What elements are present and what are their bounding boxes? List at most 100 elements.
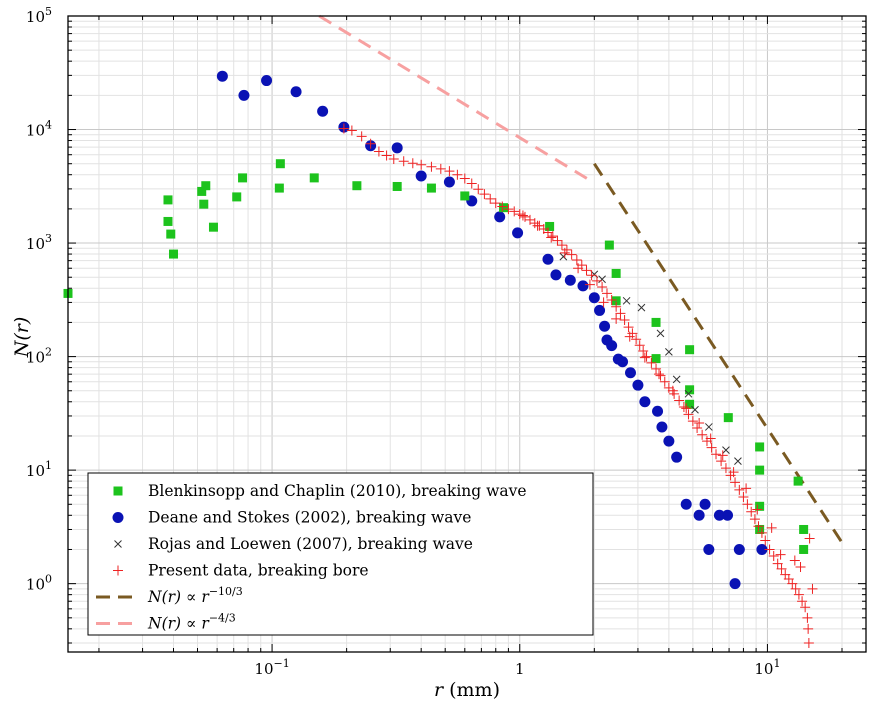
legend-label: N(r) ∝ r−10/3	[147, 585, 243, 606]
legend-label: Deane and Stokes (2002), breaking wave	[148, 509, 471, 527]
data-point-circle	[680, 498, 692, 510]
data-point-plus	[444, 166, 455, 177]
y-tick-label: 102	[26, 346, 52, 367]
data-point-x	[734, 457, 742, 465]
data-point-x	[672, 375, 681, 384]
data-point-plus	[398, 156, 409, 167]
axes: 10−1 1 101 100 101 102 103 104 105	[26, 5, 866, 678]
data-point-plus	[741, 483, 752, 494]
data-point-circle	[594, 304, 606, 316]
data-point-plus	[717, 450, 728, 461]
data-point-circle	[391, 142, 403, 154]
data-point-plus	[346, 125, 357, 136]
data-point-x	[665, 348, 673, 356]
data-point-square	[197, 186, 207, 196]
data-point-plus	[597, 282, 608, 293]
data-point-plus	[760, 535, 771, 546]
data-point-plus	[756, 527, 767, 538]
data-point-plus	[800, 602, 811, 613]
x-tick-label: 10−1	[254, 657, 289, 678]
data-point-plus	[532, 220, 543, 231]
data-point-plus	[802, 612, 813, 623]
data-point-plus	[746, 506, 757, 517]
data-point-plus	[681, 403, 692, 414]
data-point-plus	[803, 638, 814, 649]
data-point-square	[755, 501, 765, 511]
data-point-plus	[775, 549, 786, 560]
legend-marker-x	[114, 540, 122, 548]
data-point-square	[685, 385, 695, 395]
data-point-plus	[711, 449, 722, 460]
legend-label: N(r) ∝ r−4/3	[147, 612, 236, 633]
data-point-plus	[426, 161, 437, 172]
data-point-plus	[766, 522, 777, 533]
data-point-plus	[623, 322, 634, 333]
data-point-circle	[599, 320, 611, 332]
data-point-circle	[656, 421, 668, 433]
data-point-plus	[546, 232, 557, 243]
legend-label: Present data, breaking bore	[148, 562, 369, 580]
reference-line-5	[318, 14, 593, 183]
data-point-circle	[756, 543, 768, 555]
data-point-plus	[651, 363, 662, 374]
data-point-plus	[638, 346, 649, 357]
data-point-circle	[703, 543, 715, 555]
data-point-plus	[678, 401, 689, 412]
data-point-x	[598, 275, 606, 284]
data-point-square	[199, 199, 209, 209]
data-point-circle	[729, 578, 741, 590]
data-point-square	[460, 191, 470, 201]
data-point-plus	[509, 206, 520, 217]
data-point-plus	[573, 263, 584, 274]
data-point-plus	[667, 385, 678, 396]
data-point-circle	[494, 211, 506, 223]
data-point-plus	[503, 204, 514, 215]
data-point-plus	[706, 442, 717, 453]
data-point-plus	[517, 210, 528, 221]
legend-marker-plus	[113, 565, 123, 576]
data-point-square	[799, 524, 809, 534]
data-point-square	[723, 413, 733, 423]
data-point-plus	[646, 357, 657, 368]
data-point-x	[656, 329, 665, 338]
legend-marker-square	[113, 486, 123, 496]
data-point-plus	[566, 249, 577, 260]
data-point-plus	[435, 163, 446, 174]
data-point-x	[691, 405, 699, 414]
data-point-circle	[564, 274, 576, 286]
data-point-plus	[356, 131, 367, 142]
data-point-plus	[768, 551, 779, 562]
data-point-circle	[663, 435, 675, 447]
data-point-circle	[512, 227, 524, 239]
data-point-circle	[693, 509, 705, 521]
data-point-circle	[216, 70, 228, 82]
data-point-x	[559, 252, 568, 261]
data-point-x	[622, 296, 631, 305]
data-point-circle	[652, 405, 664, 417]
data-point-plus	[338, 123, 349, 134]
data-point-circle	[625, 367, 637, 379]
data-point-plus	[473, 184, 484, 195]
y-tick-label: 101	[26, 459, 52, 480]
data-point-square	[163, 216, 173, 226]
data-point-square	[604, 240, 614, 250]
data-point-square	[169, 249, 179, 259]
data-point-square	[755, 465, 765, 475]
data-point-circle	[317, 105, 329, 117]
data-point-plus	[529, 218, 540, 229]
data-point-circle	[713, 509, 725, 521]
data-point-plus	[738, 491, 749, 502]
data-point-circle	[238, 89, 250, 101]
y-axis-label: N(r)	[11, 317, 33, 359]
data-point-plus	[581, 265, 592, 276]
data-point-plus	[634, 340, 645, 351]
data-point-plus	[459, 173, 470, 184]
data-point-plus	[674, 395, 685, 406]
x-axis-label: r (mm)	[434, 679, 500, 701]
data-point-plus	[641, 351, 652, 362]
data-point-plus	[807, 583, 818, 594]
data-point-circle	[415, 170, 427, 182]
data-point-plus	[624, 331, 635, 342]
data-point-plus	[720, 463, 731, 474]
